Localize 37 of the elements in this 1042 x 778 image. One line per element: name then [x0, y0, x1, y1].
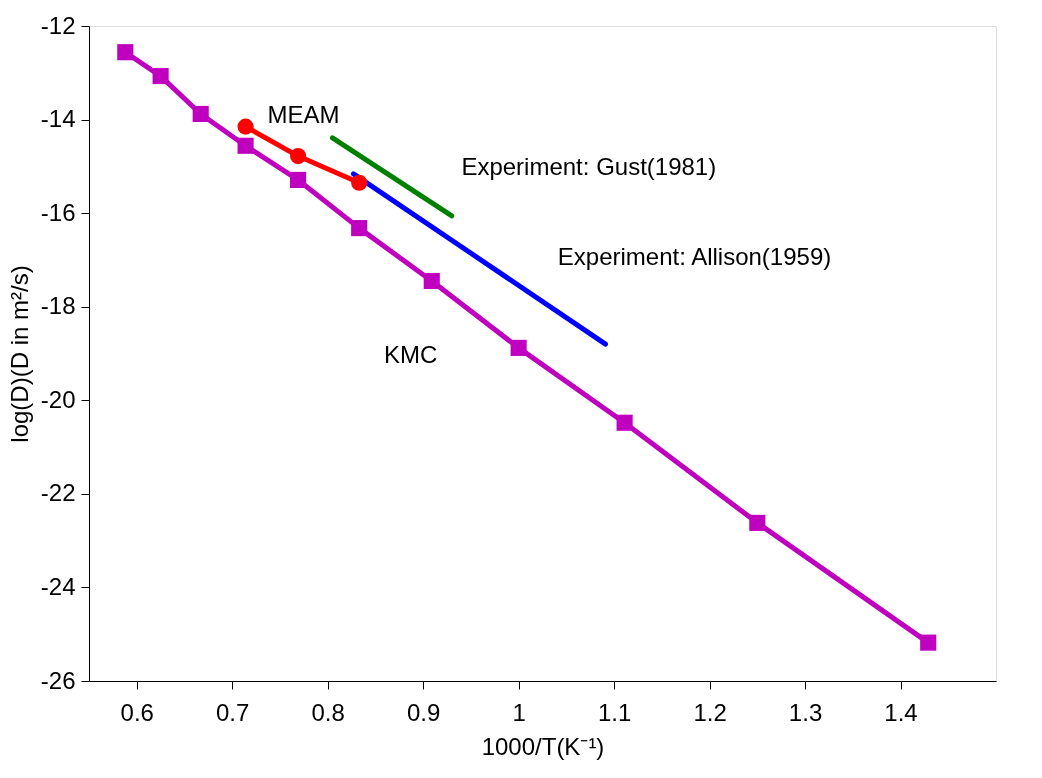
- point: [152, 68, 169, 85]
- y-tick-label: -16: [40, 198, 76, 226]
- y-tick-label: -22: [40, 479, 76, 507]
- y-tick-label: -14: [40, 105, 76, 133]
- point: [117, 44, 134, 61]
- point: [290, 148, 307, 165]
- y-tick-label: -12: [40, 11, 76, 39]
- point: [192, 105, 209, 123]
- x-axis-title: 1000/T(K⁻¹): [481, 732, 605, 760]
- point: [237, 137, 254, 154]
- y-tick-label: -24: [40, 572, 76, 600]
- series-label: MEAM: [267, 100, 340, 128]
- point: [616, 414, 633, 431]
- y-tick-label: -20: [40, 385, 76, 413]
- point: [351, 174, 368, 191]
- x-tick-label: 1.4: [884, 698, 918, 726]
- y-tick-label: -26: [40, 666, 76, 694]
- point: [423, 272, 440, 290]
- x-tick-label: 1.3: [788, 698, 823, 726]
- x-tick-label: 0.9: [406, 698, 441, 726]
- point: [351, 220, 368, 237]
- y-tick-label: -18: [40, 292, 76, 320]
- x-tick-label: 0.8: [311, 698, 345, 726]
- x-tick-label: 1.2: [693, 698, 727, 726]
- point: [920, 634, 937, 651]
- point: [290, 171, 307, 188]
- point: [510, 339, 527, 356]
- x-tick-label: 0.6: [120, 698, 154, 726]
- x-tick-label: 1: [512, 698, 526, 726]
- series-label: Experiment: Allison(1959): [557, 243, 832, 271]
- x-tick-label: 1.1: [597, 698, 632, 726]
- series-label: Experiment: Gust(1981): [461, 152, 717, 180]
- point: [237, 118, 254, 135]
- y-axis-title: log(D)(D in m²/s): [5, 265, 33, 443]
- point: [749, 514, 766, 531]
- x-tick-label: 0.7: [216, 698, 250, 726]
- series-label: KMC: [384, 340, 438, 368]
